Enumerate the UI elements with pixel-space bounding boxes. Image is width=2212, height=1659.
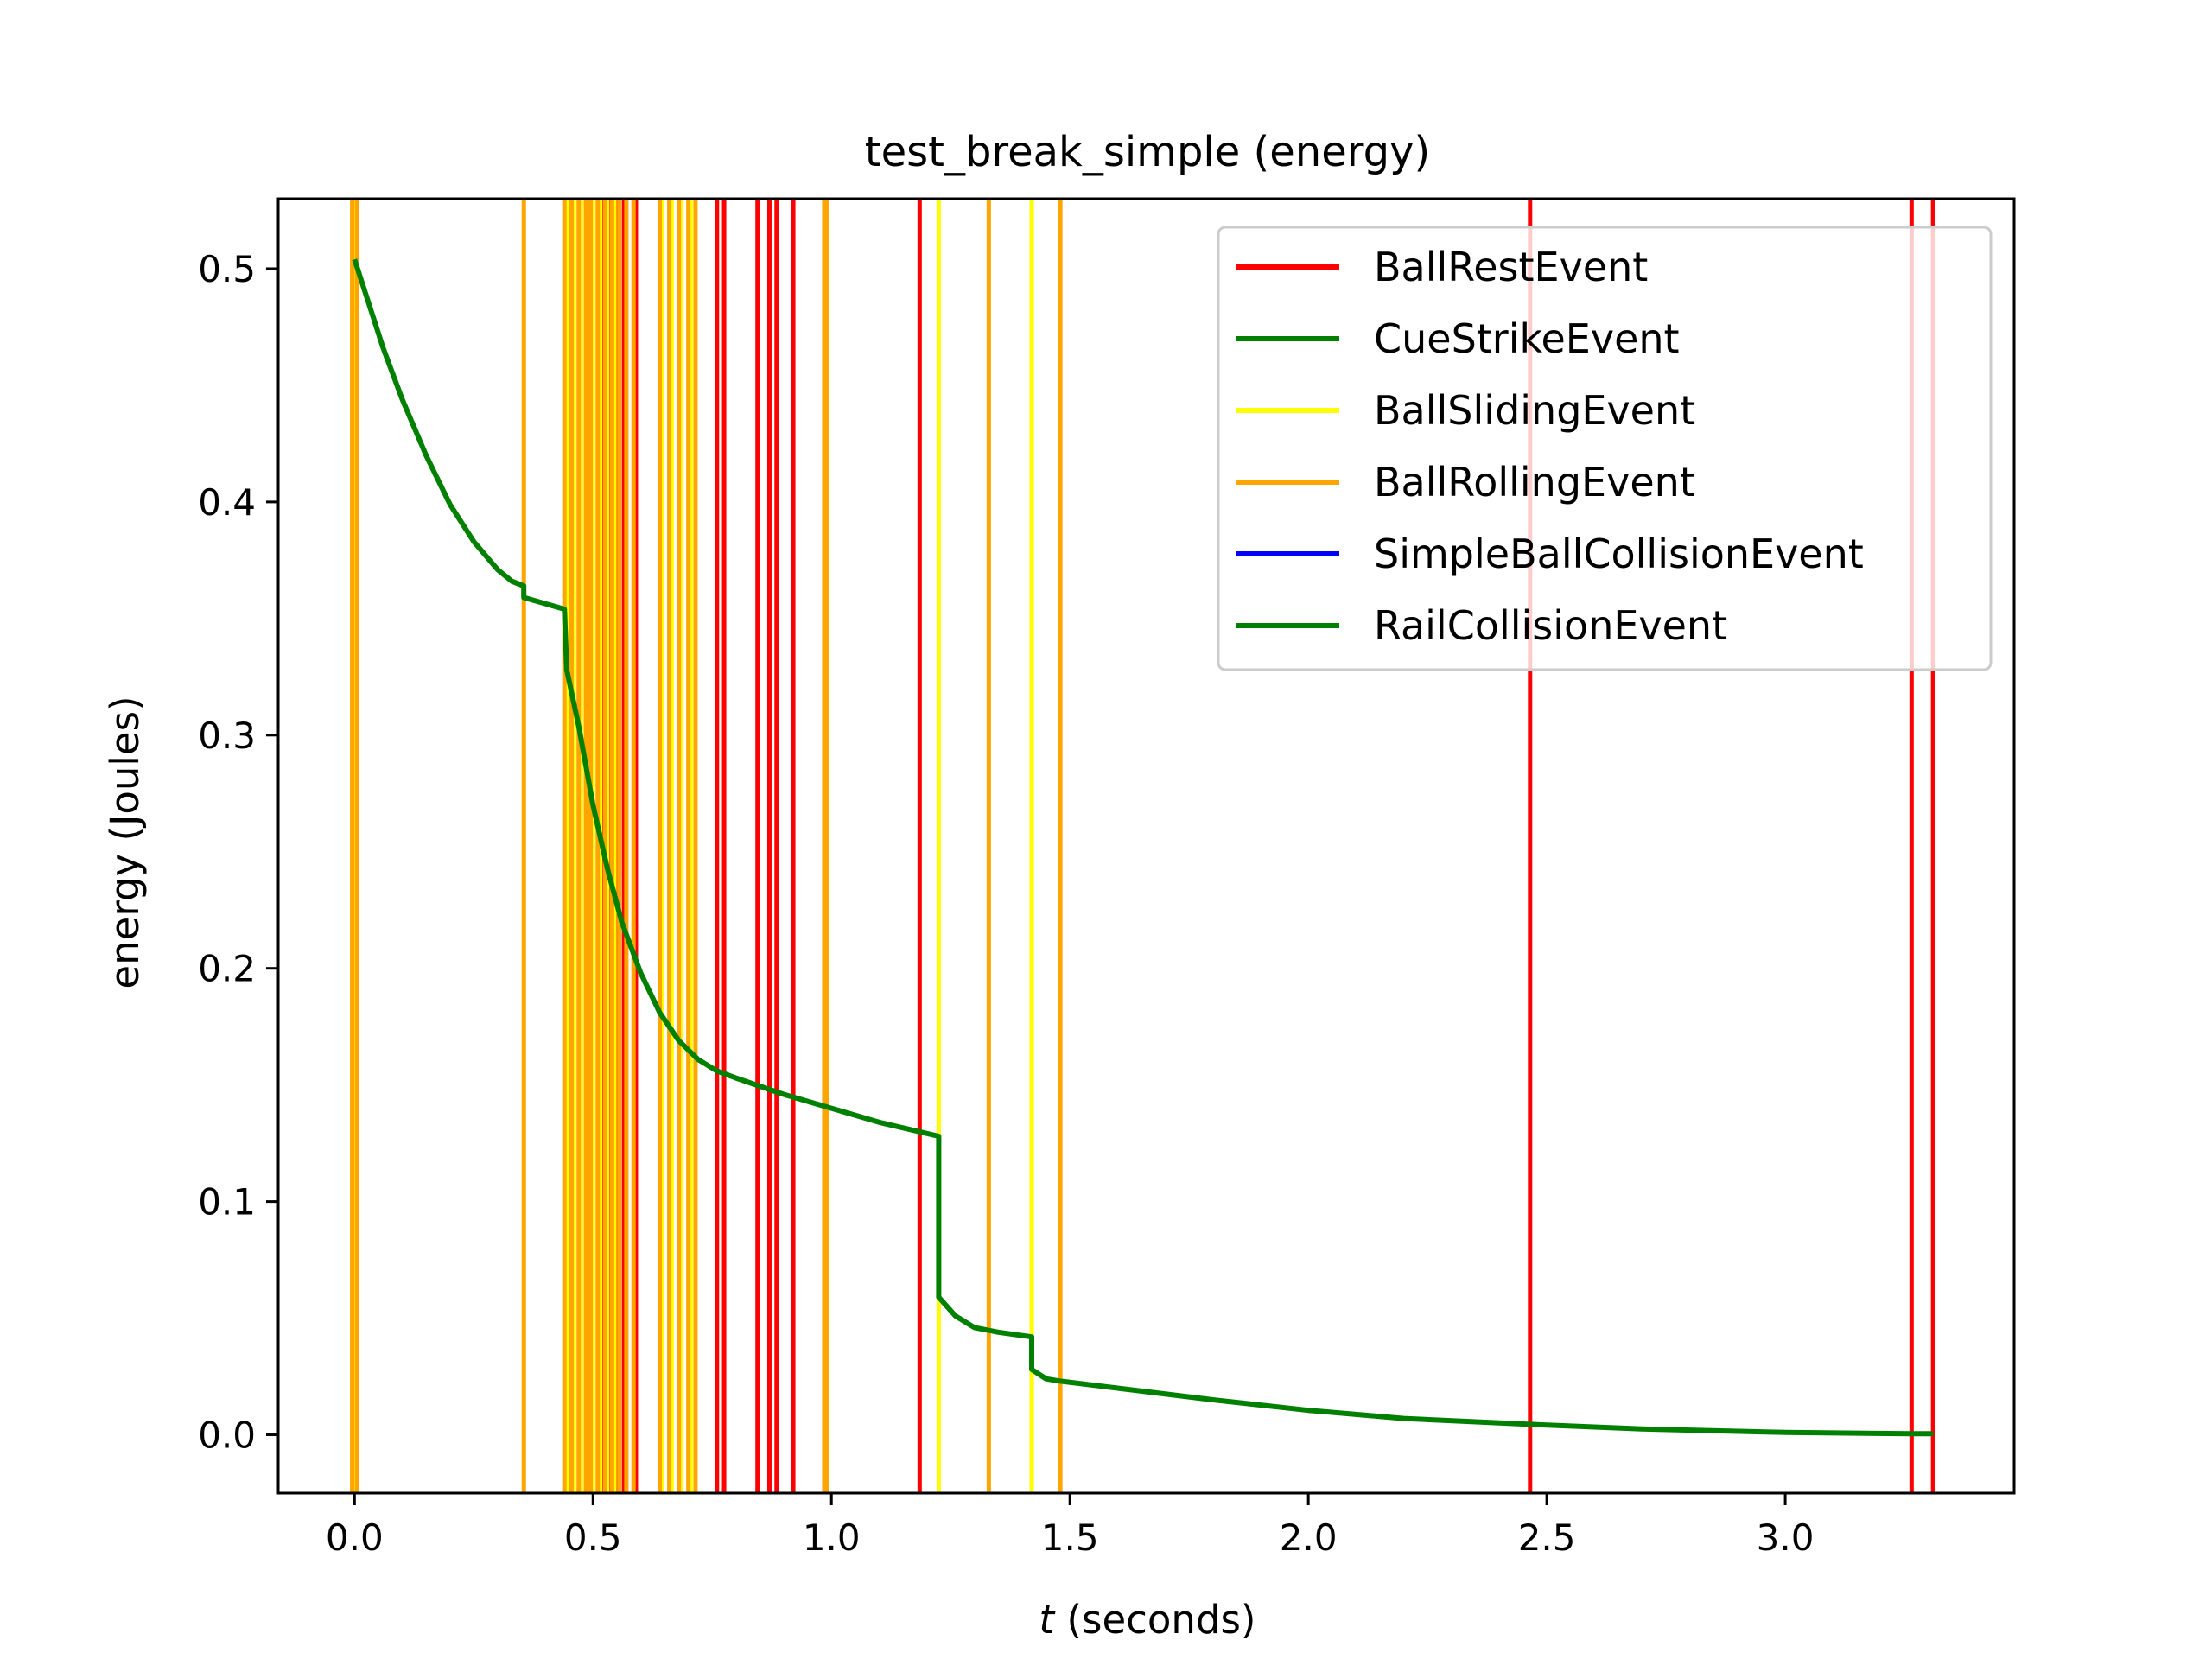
y-tick-label: 0.2 bbox=[198, 948, 256, 990]
x-axis-ticks: 0.0 0.5 1.0 1.5 2.0 2.5 3.0 bbox=[326, 1493, 1815, 1559]
series-lines bbox=[352, 258, 1934, 1437]
legend-label-cuestrikeevent: CueStrikeEvent bbox=[1374, 315, 1680, 362]
y-tick-label: 0.4 bbox=[198, 481, 256, 524]
legend-box bbox=[1217, 226, 1993, 671]
chart-title: test_break_simple (energy) bbox=[865, 128, 1430, 176]
y-tick-label: 0.5 bbox=[198, 248, 256, 290]
x-tick-label: 0.5 bbox=[564, 1516, 622, 1559]
legend-items: BallRestEvent CueStrikeEvent BallSlidingEv… bbox=[1236, 244, 1864, 649]
x-tick-label: 2.0 bbox=[1280, 1516, 1338, 1559]
legend-label-railcollisionevent: RailCollisionEvent bbox=[1374, 602, 1727, 649]
legend-label-ballslidingevent: BallSlidingEvent bbox=[1374, 387, 1695, 434]
y-tick-label: 0.1 bbox=[198, 1181, 256, 1224]
legend-label-simpleballcollisionevent: SimpleBallCollisionEvent bbox=[1374, 531, 1864, 577]
x-tick-label: 3.0 bbox=[1757, 1516, 1815, 1559]
x-tick-label: 2.5 bbox=[1518, 1516, 1576, 1559]
x-axis-label: t (seconds) bbox=[1039, 1597, 1255, 1643]
y-tick-label: 0.0 bbox=[198, 1414, 256, 1457]
x-axis-label-units: (seconds) bbox=[1054, 1597, 1255, 1643]
x-axis-label-variable: t bbox=[1039, 1597, 1056, 1643]
axes-frame bbox=[276, 197, 2016, 1495]
y-axis-ticks: 0.0 0.1 0.2 0.3 0.4 0.5 bbox=[198, 248, 278, 1457]
energy-series-line bbox=[352, 258, 1934, 1437]
y-tick-label: 0.3 bbox=[198, 715, 256, 757]
legend-label-ballrollingevent: BallRollingEvent bbox=[1374, 459, 1695, 505]
x-tick-label: 1.0 bbox=[803, 1516, 861, 1559]
legend: BallRestEvent CueStrikeEvent BallSlidingEv… bbox=[1217, 226, 1993, 671]
plot-area bbox=[350, 199, 1936, 1493]
y-axis-label: energy (Joules) bbox=[102, 696, 148, 988]
x-tick-label: 1.5 bbox=[1041, 1516, 1099, 1559]
legend-label-ballrestevent: BallRestEvent bbox=[1374, 244, 1648, 290]
x-tick-label: 0.0 bbox=[326, 1516, 384, 1559]
